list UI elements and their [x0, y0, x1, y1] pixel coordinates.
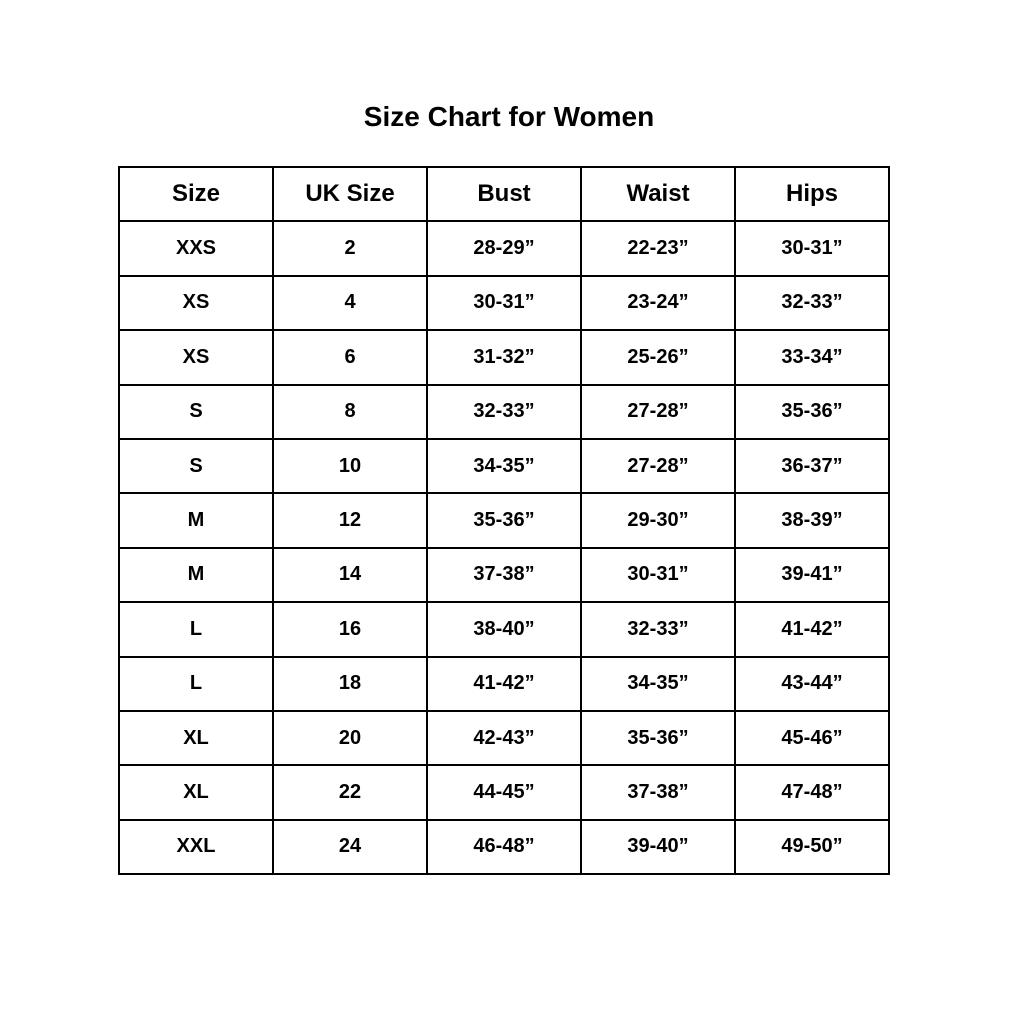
table-row: M 14 37-38” 30-31” 39-41” — [118, 546, 890, 604]
table-cell: 4 — [272, 274, 428, 332]
table-cell: 8 — [272, 383, 428, 440]
column-header: Waist — [580, 165, 736, 223]
table-cell: 25-26” — [580, 329, 736, 386]
table-cell: 2 — [272, 220, 428, 277]
table-cell: 28-29” — [426, 220, 582, 277]
table-cell: 35-36” — [426, 492, 582, 549]
table-cell: 39-40” — [580, 818, 736, 876]
table-cell: 30-31” — [734, 220, 890, 277]
table-row: XS 6 31-32” 25-26” 33-34” — [118, 329, 890, 386]
table-cell: 14 — [272, 546, 428, 604]
column-header: UK Size — [272, 165, 428, 223]
table-cell: M — [118, 546, 274, 604]
table-cell: 16 — [272, 601, 428, 658]
table-cell: 32-33” — [734, 274, 890, 332]
table-cell: 34-35” — [426, 437, 582, 495]
table-cell: 42-43” — [426, 709, 582, 767]
table-row: XL 20 42-43” 35-36” 45-46” — [118, 709, 890, 767]
table-cell: 41-42” — [734, 601, 890, 658]
table-cell: S — [118, 437, 274, 495]
table-cell: 38-40” — [426, 601, 582, 658]
table-row: S 8 32-33” 27-28” 35-36” — [118, 383, 890, 440]
table-row: L 16 38-40” 32-33” 41-42” — [118, 601, 890, 658]
table-cell: L — [118, 655, 274, 712]
table-row: XXS 2 28-29” 22-23” 30-31” — [118, 220, 890, 277]
table-cell: 38-39” — [734, 492, 890, 549]
table-cell: 32-33” — [426, 383, 582, 440]
table-cell: 30-31” — [580, 546, 736, 604]
table-cell: 10 — [272, 437, 428, 495]
table-cell: M — [118, 492, 274, 549]
column-header: Hips — [734, 165, 890, 223]
table-cell: 41-42” — [426, 655, 582, 712]
table-cell: 22 — [272, 764, 428, 821]
table-cell: 12 — [272, 492, 428, 549]
table-cell: XXS — [118, 220, 274, 277]
table-cell: 37-38” — [426, 546, 582, 604]
table-cell: 46-48” — [426, 818, 582, 876]
table-row: S 10 34-35” 27-28” 36-37” — [118, 437, 890, 495]
table-cell: 36-37” — [734, 437, 890, 495]
table-cell: XL — [118, 709, 274, 767]
table-row: XL 22 44-45” 37-38” 47-48” — [118, 764, 890, 821]
table-cell: 29-30” — [580, 492, 736, 549]
table-cell: XL — [118, 764, 274, 821]
table-cell: 23-24” — [580, 274, 736, 332]
table-row: M 12 35-36” 29-30” 38-39” — [118, 492, 890, 549]
table-cell: 31-32” — [426, 329, 582, 386]
table-cell: 44-45” — [426, 764, 582, 821]
table-row: XS 4 30-31” 23-24” 32-33” — [118, 274, 890, 332]
table-cell: 30-31” — [426, 274, 582, 332]
table-cell: 45-46” — [734, 709, 890, 767]
table-cell: 20 — [272, 709, 428, 767]
table-cell: 33-34” — [734, 329, 890, 386]
table-cell: S — [118, 383, 274, 440]
table-cell: 35-36” — [734, 383, 890, 440]
table-cell: 6 — [272, 329, 428, 386]
column-header: Bust — [426, 165, 582, 223]
table-cell: 35-36” — [580, 709, 736, 767]
table-cell: 22-23” — [580, 220, 736, 277]
table-cell: XS — [118, 329, 274, 386]
page-title: Size Chart for Women — [363, 101, 655, 132]
table-cell: 43-44” — [734, 655, 890, 712]
table-cell: XXL — [118, 818, 274, 876]
table-row: L 18 41-42” 34-35” 43-44” — [118, 655, 890, 712]
table-cell: 34-35” — [580, 655, 736, 712]
table-cell: 47-48” — [734, 764, 890, 821]
table-cell: 18 — [272, 655, 428, 712]
table-cell: XS — [118, 274, 274, 332]
table-cell: 32-33” — [580, 601, 736, 658]
table-cell: 49-50” — [734, 818, 890, 876]
table-cell: 24 — [272, 818, 428, 876]
table-cell: 27-28” — [580, 437, 736, 495]
table-header-row: Size UK Size Bust Waist Hips — [118, 165, 890, 223]
size-chart-table: Size UK Size Bust Waist Hips XXS 2 28-29” 22-23… — [118, 165, 890, 876]
table-cell: L — [118, 601, 274, 658]
column-header: Size — [118, 165, 274, 223]
table-cell: 37-38” — [580, 764, 736, 821]
table-cell: 27-28” — [580, 383, 736, 440]
table-cell: 39-41” — [734, 546, 890, 604]
table-row: XXL 24 46-48” 39-40” 49-50” — [118, 818, 890, 876]
